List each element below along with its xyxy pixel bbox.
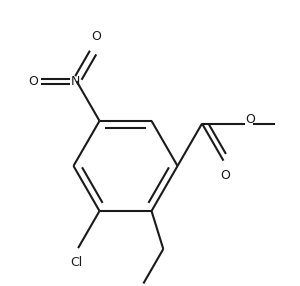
Text: N: N xyxy=(70,75,80,88)
Text: O: O xyxy=(245,113,255,126)
Text: O: O xyxy=(92,30,101,43)
Text: Cl: Cl xyxy=(70,256,83,269)
Text: O: O xyxy=(28,75,38,88)
Text: O: O xyxy=(220,169,230,182)
